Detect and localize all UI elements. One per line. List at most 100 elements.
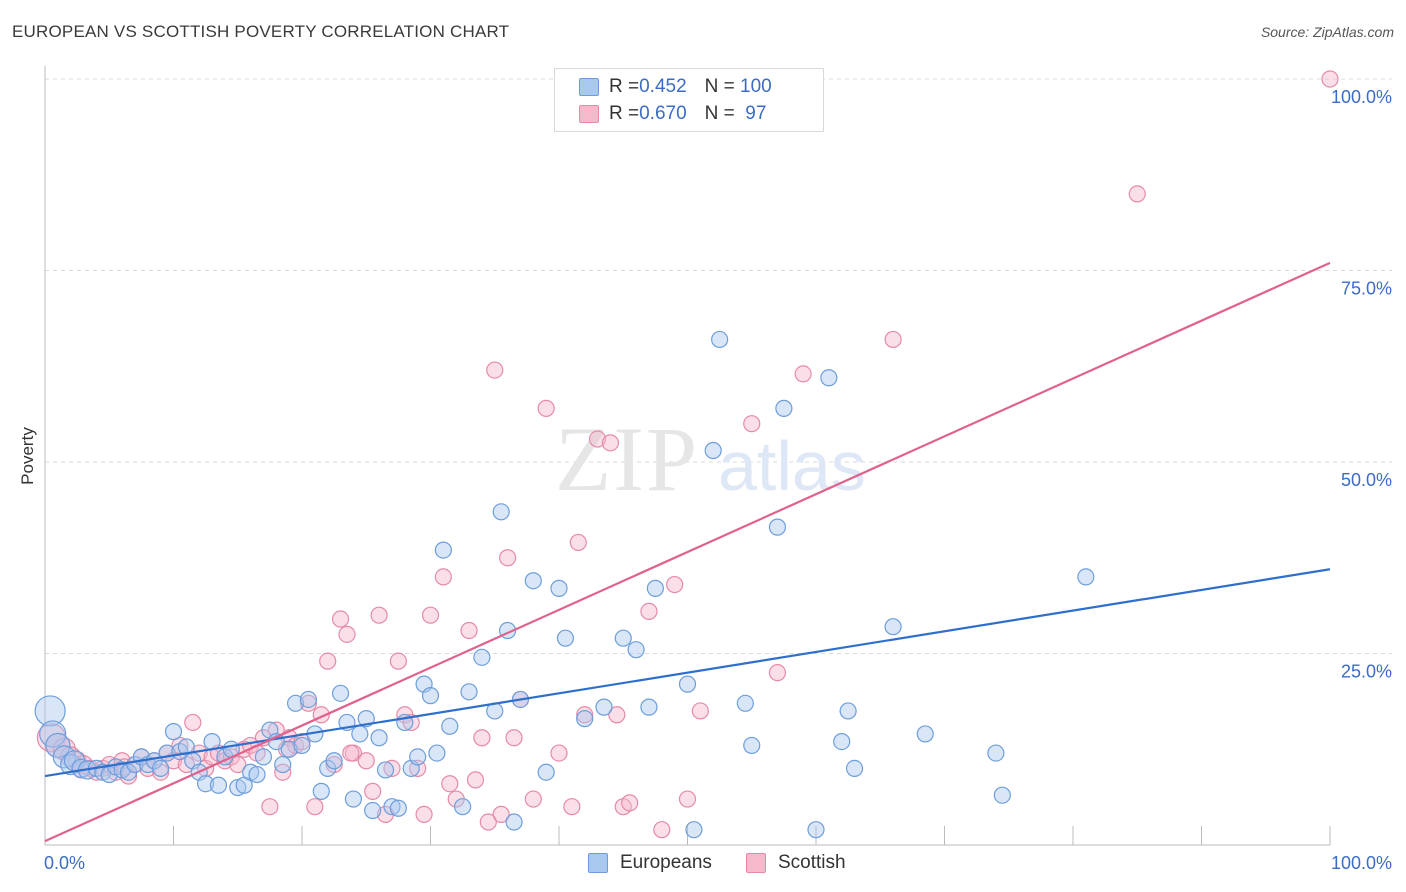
european-point [45,732,71,759]
european-point [299,690,318,709]
legend-r-value: 0.452 [639,76,687,97]
european-point [884,618,902,636]
scottish-point [383,759,401,778]
legend-r-label: R = [609,103,640,124]
scottish-point [505,729,523,747]
legend-swatch-blue [588,853,608,873]
scottish-point [601,434,620,452]
y-tick-label: 75.0% [1341,279,1392,299]
scottish-point [364,782,382,800]
tick-labels: 25.0% 50.0% 75.0% 100.0% 0.0% 100.0% [44,87,1392,873]
european-point [711,330,729,349]
scottish-point [415,805,433,823]
scottish-point [319,652,337,670]
european-point [280,740,298,758]
european-point [409,748,427,766]
legend-n-label: N = [704,76,741,97]
series-legend: Europeans Scottish [0,852,1406,878]
scottish-point [466,771,485,789]
scottish-point [357,752,375,770]
source-credit: Source: ZipAtlas.com [1260,24,1394,40]
legend-label-scottish: Scottish [778,852,846,873]
scottish-point [666,575,684,594]
scottish-point [768,664,787,682]
scottish-point [621,794,639,812]
european-point [1077,568,1095,586]
stats-legend: R = 0.452 N = 100 R = 0.670 N = 97 [554,68,824,132]
scottish-point [1321,70,1339,88]
x-tick-label: 100.0% [1331,853,1392,873]
scottish-trend-line [44,261,1331,843]
legend-swatch-blue [579,78,599,96]
scottish-point [421,606,440,624]
scottish-point [460,621,478,640]
y-tick-label: 25.0% [1341,662,1392,682]
european-point [376,761,395,779]
scottish-point [794,365,812,383]
watermark-zip: ZIP [555,408,699,510]
european-point [344,790,362,808]
european-point [678,675,697,693]
scottish-point [479,813,497,831]
european-point [164,723,183,741]
y-axis-label: Poverty [18,427,37,485]
european-point [839,702,857,720]
scottish-point [1128,185,1146,203]
european-point [646,579,664,597]
european-point [209,776,228,794]
scottish-point [338,625,356,643]
european-point [454,798,472,816]
european-point [845,759,864,778]
european-point [614,629,632,647]
european-point [370,729,388,747]
european-point [807,821,825,839]
european-point [704,441,722,460]
scottish-point [261,798,279,816]
european-point [421,687,440,705]
european-point [576,710,594,728]
european-point [312,782,330,800]
y-tick-label: 50.0% [1341,470,1392,490]
european-point [383,798,401,816]
legend-item-europeans[interactable]: Europeans [588,852,712,874]
european-point [293,736,311,755]
european-point [351,725,369,743]
legend-row-europeans: R = 0.452 N = 100 [579,75,772,99]
scottish-point [537,399,555,417]
legend-n-value: 97 [740,103,767,124]
european-point [254,748,273,766]
european-point [993,786,1011,804]
scottish-point [306,798,324,816]
european-point [248,765,266,784]
european-point [743,736,761,755]
european-point [460,683,478,701]
legend-r-value: 0.670 [639,103,687,124]
european-point [556,629,575,647]
scottish-point [678,790,697,808]
european-point [550,579,568,597]
european-point [640,698,658,716]
scottish-point [691,702,709,720]
scottish-point [370,606,388,624]
european-point [492,503,510,521]
european-point [820,369,838,387]
legend-row-scottish: R = 0.670 N = 97 [579,102,766,126]
legend-swatch-pink [579,105,599,123]
european-point [428,744,446,762]
legend-swatch-pink [746,853,766,873]
european-point [325,752,343,770]
scottish-points [36,70,1339,839]
scottish-point [653,821,671,839]
chart-title: EUROPEAN VS SCOTTISH POVERTY CORRELATION… [12,22,510,41]
european-point [524,572,542,590]
scottish-point [331,610,350,628]
legend-item-scottish[interactable]: Scottish [746,852,846,874]
scottish-point [441,775,459,793]
european-point [331,684,350,702]
scottish-point [569,533,587,552]
european-point [286,694,305,712]
european-trend-line [44,568,1331,778]
scottish-point [486,361,504,379]
european-point [473,648,491,666]
